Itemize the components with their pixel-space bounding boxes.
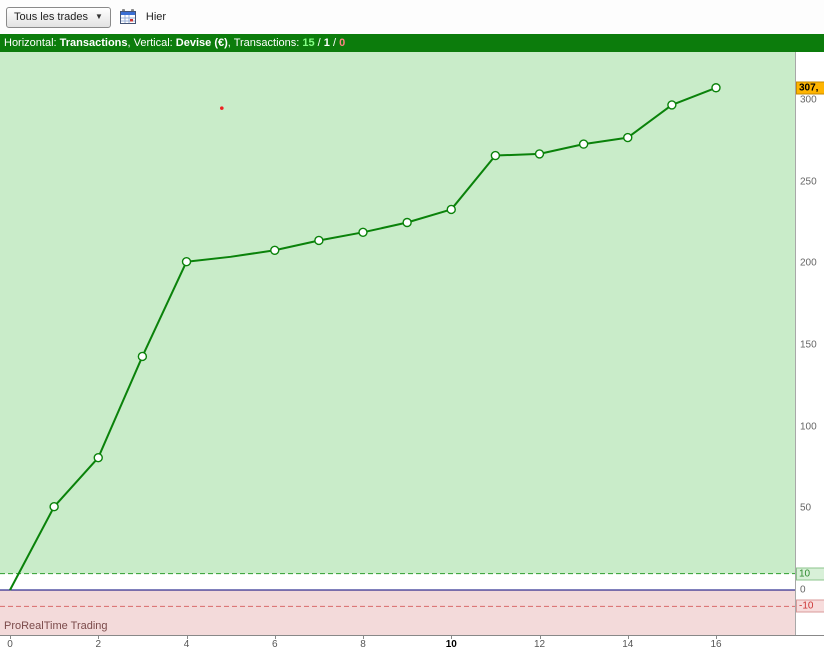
x-axis-label: 8 <box>360 639 366 650</box>
separator: / <box>329 37 340 49</box>
data-point-marker <box>49 502 59 512</box>
x-axis-label: 12 <box>533 639 546 650</box>
horizontal-label: Horizontal: <box>4 37 60 49</box>
neutral-count: 0 <box>339 37 346 49</box>
data-point-marker <box>181 257 192 267</box>
data-point-marker <box>667 100 677 110</box>
red-dot-annotation <box>220 106 224 110</box>
horizontal-value: Transactions <box>59 37 128 49</box>
data-point-marker <box>711 83 721 93</box>
x-axis-tick <box>98 636 100 639</box>
chart-info-bar: Horizontal: Transactions, Vertical: Devi… <box>0 34 824 52</box>
trades-filter-dropdown[interactable]: Tous les trades ▼ <box>6 6 111 28</box>
y-axis-label: 250 <box>800 176 817 188</box>
y-axis-label: 0 <box>800 584 806 596</box>
data-point-marker <box>314 235 324 246</box>
y-axis-label: 150 <box>800 339 817 351</box>
y-axis-label: 50 <box>800 502 812 514</box>
x-axis-label: 6 <box>271 639 278 650</box>
positive-zone <box>0 52 795 574</box>
negative-zone <box>0 590 795 635</box>
equity-chart[interactable] <box>0 52 795 635</box>
x-axis-tick <box>451 636 453 639</box>
data-point-marker <box>490 150 501 161</box>
separator: / <box>314 37 324 49</box>
x-axis-label: 2 <box>95 639 102 650</box>
y-axis-label: 100 <box>800 421 817 433</box>
data-point-marker <box>402 217 412 228</box>
y-axis-label: 300 <box>800 94 817 106</box>
x-axis-tick <box>10 636 11 639</box>
data-point-marker <box>93 453 103 463</box>
x-axis-label: 14 <box>622 639 634 650</box>
x-axis-label: 4 <box>183 639 190 650</box>
data-point-marker <box>623 132 633 143</box>
watermark: ProRealTime Trading <box>4 620 108 632</box>
transactions-label: , Transactions: <box>227 37 303 49</box>
trades-filter-label: Tous les trades <box>14 11 88 23</box>
period-label: Hier <box>145 11 167 23</box>
data-point-marker <box>270 245 280 255</box>
chevron-down-icon: ▼ <box>94 12 103 21</box>
neutral-zone <box>0 573 795 590</box>
x-axis-tick <box>186 636 188 639</box>
losses-count: 1 <box>323 37 330 49</box>
data-point-marker <box>358 227 368 238</box>
x-axis-tick <box>363 636 364 639</box>
x-axis-tick <box>716 636 717 639</box>
x-axis-label: 0 <box>7 639 13 650</box>
calendar-icon <box>119 9 136 24</box>
x-axis-label: 10 <box>445 639 457 650</box>
x-axis: 0 2 4 6 8 10 12 14 16 <box>0 635 824 653</box>
x-axis-label: 16 <box>710 639 722 650</box>
vertical-value: Devise (€) <box>175 37 228 49</box>
vertical-label: , Vertical: <box>127 37 176 49</box>
chart-area: 307, 10 -10 300 250 200 150 100 50 0 ProRealTi… <box>0 52 824 635</box>
wins-count: 15 <box>302 37 315 49</box>
upper-threshold-badge: 10 <box>796 567 824 581</box>
data-point-marker <box>534 149 545 159</box>
x-axis-tick <box>627 636 629 639</box>
x-axis-tick <box>539 636 541 639</box>
lower-threshold-badge: -10 <box>796 599 824 613</box>
y-axis: 307, 10 -10 300 250 200 150 100 50 0 <box>795 52 824 635</box>
data-point-marker <box>446 204 456 215</box>
y-axis-label: 200 <box>800 257 817 269</box>
x-axis-tick <box>274 636 276 639</box>
data-point-marker <box>137 351 148 362</box>
current-value-badge: 307, <box>796 81 824 95</box>
data-point-marker <box>578 139 589 149</box>
calendar-button[interactable] <box>119 9 137 25</box>
toolbar: Tous les trades ▼ Hier <box>0 0 824 34</box>
